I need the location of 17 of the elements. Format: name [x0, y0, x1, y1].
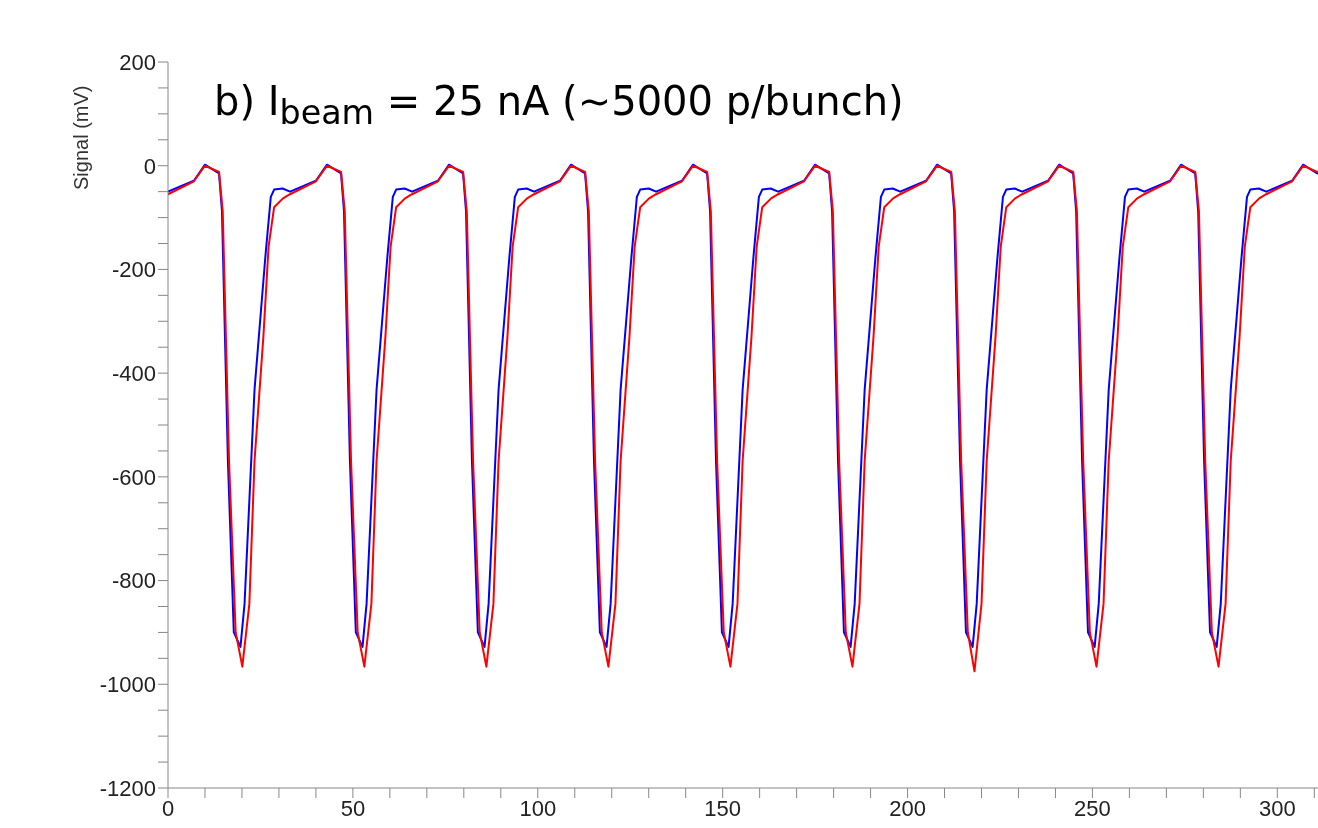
y-tick-label: -800	[111, 568, 156, 594]
y-axis-title: Signal (mV)	[70, 85, 93, 190]
x-tick-label: 250	[1074, 795, 1111, 821]
x-tick-label: 50	[340, 795, 366, 821]
y-tick-label: -200	[111, 257, 156, 283]
x-tick-label: 150	[704, 795, 742, 821]
y-tick-label: -600	[111, 464, 156, 490]
x-tick-label: 300	[1258, 795, 1296, 821]
y-tick-label: 200	[119, 49, 156, 75]
text: b) I$_{beam}$ = 25 nA (∼5000 p/bunch)	[214, 78, 904, 132]
y-tick-label: -400	[111, 360, 156, 386]
y-tick-label: 0	[143, 153, 156, 179]
x-tick-label: 100	[519, 795, 557, 821]
x-tick-label: 0	[161, 795, 175, 821]
y-tick-label: -1200	[99, 775, 156, 801]
x-tick-label: 200	[889, 795, 926, 821]
y-tick-label: -1000	[99, 672, 156, 698]
